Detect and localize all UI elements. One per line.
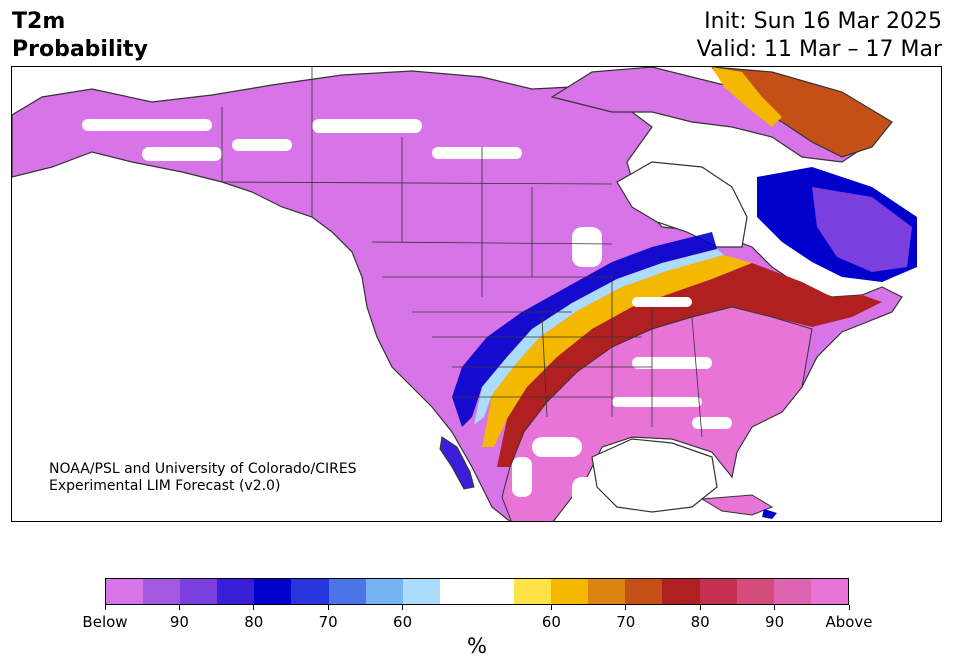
- map-title: T2m Probability: [12, 8, 148, 64]
- map-canvas: [12, 67, 917, 521]
- colorbar-tick-label: 90: [169, 613, 189, 631]
- colorbar-segment: [439, 579, 477, 604]
- colorbar-segment: [736, 579, 774, 604]
- warm-band-red: [497, 263, 882, 467]
- colorbar-segment: [699, 579, 737, 604]
- colorbar-tick-label: Above: [825, 613, 873, 631]
- colorbar-tick-mark: [848, 605, 850, 610]
- colorbar-segment: [662, 579, 700, 604]
- colorbar-segment: [180, 579, 218, 604]
- title-line-probability: Probability: [12, 37, 148, 62]
- colorbar-segment: [588, 579, 626, 604]
- cold-band: [452, 232, 717, 427]
- init-date: Init: Sun 16 Mar 2025: [704, 9, 942, 34]
- credit-line-1: NOAA/PSL and University of Colorado/CIRE…: [49, 461, 357, 477]
- colorbar-segment: [514, 579, 552, 604]
- colorbar-segment: [217, 579, 255, 604]
- colorbar-tick-mark: [550, 605, 552, 610]
- probability-map: [11, 66, 942, 522]
- colorbar-segment: [476, 579, 515, 604]
- colorbar-unit: %: [467, 634, 487, 658]
- colorbar-tick-mark: [699, 605, 701, 610]
- colorbar-segment: [106, 579, 144, 604]
- caribbean: [700, 494, 774, 516]
- colorbar-tick-mark: [104, 605, 106, 610]
- colorbar-tick-mark: [178, 605, 180, 610]
- colorbar-tick-mark: [402, 605, 404, 610]
- colorbar-segment: [365, 579, 403, 604]
- colorbar-tick-mark: [625, 605, 627, 610]
- colorbar-tick-label: 60: [541, 613, 561, 631]
- colorbar-tick-mark: [774, 605, 776, 610]
- near-normal-patches: [82, 119, 732, 507]
- colorbar-segment: [773, 579, 811, 604]
- colorbar-segment: [810, 579, 848, 604]
- colorbar-tick-label: 80: [244, 613, 264, 631]
- colorbar-segment: [402, 579, 440, 604]
- political-borders: [221, 67, 703, 438]
- gulf-of-mexico: [591, 438, 718, 513]
- colorbar-segment: [551, 579, 589, 604]
- colorbar-segment: [291, 579, 329, 604]
- colorbar-tick-label: 90: [765, 613, 785, 631]
- colorbar-tick-label: 80: [690, 613, 710, 631]
- colorbar-segment: [328, 579, 366, 604]
- hudson-bay: [616, 161, 748, 248]
- caribbean-cold: [762, 509, 777, 519]
- colorbar-tick-label: 60: [393, 613, 413, 631]
- colorbar-segment: [625, 579, 663, 604]
- colorbar-tick-mark: [253, 605, 255, 610]
- valid-range: Valid: 11 Mar – 17 Mar: [696, 37, 942, 62]
- warm-band: [482, 255, 752, 447]
- colorbar-tick-mark: [327, 605, 329, 610]
- baja-cold: [439, 436, 475, 490]
- colorbar: [105, 578, 849, 605]
- colorbar-segment: [143, 579, 181, 604]
- greenland-edge: [712, 67, 782, 127]
- colorbar-segment: [254, 579, 292, 604]
- forecast-dates: Init: Sun 16 Mar 2025 Valid: 11 Mar – 17…: [697, 8, 942, 64]
- title-line-variable: T2m: [12, 9, 66, 34]
- credit-text: NOAA/PSL and University of Colorado/CIRE…: [49, 461, 357, 495]
- cold-core-labrador: [812, 187, 912, 272]
- colorbar-tick-label: Below: [82, 613, 128, 631]
- colorbar-tick-label: 70: [616, 613, 636, 631]
- colorbar-tick-label: 70: [318, 613, 338, 631]
- credit-line-2: Experimental LIM Forecast (v2.0): [49, 478, 281, 494]
